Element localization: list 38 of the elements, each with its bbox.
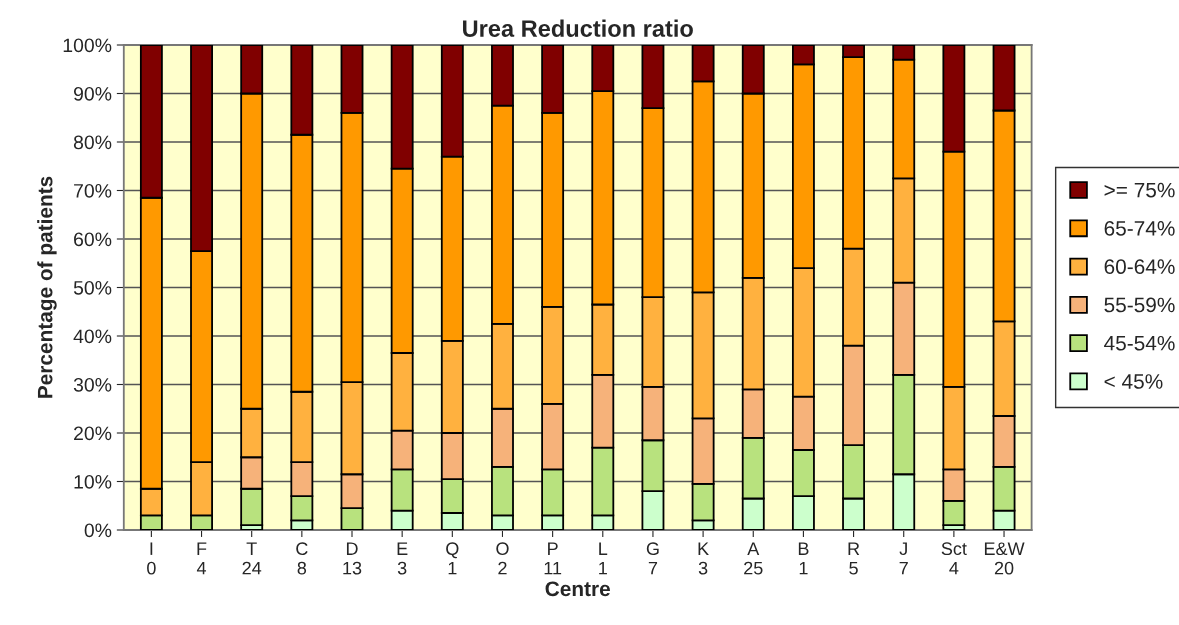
x-axis-title: Centre	[545, 581, 610, 597]
y-tick-label: 40%	[73, 329, 112, 344]
legend-label: 65-74%	[1104, 220, 1175, 236]
y-tick-label: 60%	[74, 232, 112, 247]
y-tick-label: 20%	[74, 426, 112, 441]
y-tick-label: 80%	[73, 135, 112, 150]
y-axis-title: Percentage of patients	[37, 176, 57, 398]
y-tick-label: 90%	[73, 86, 112, 101]
y-tick-label: 0%	[84, 523, 112, 538]
x-tick-label: C 8	[296, 542, 308, 575]
x-tick-label: O 2	[496, 542, 509, 575]
x-tick-label: F 4	[196, 542, 207, 575]
y-tick-label: 70%	[74, 183, 112, 198]
legend-label: 55-59%	[1104, 297, 1175, 313]
y-tick-label: 10%	[74, 474, 112, 489]
x-tick-label: Q 1	[446, 542, 459, 575]
y-tick-label: 50%	[73, 280, 112, 295]
legend-label: 45-54%	[1104, 335, 1175, 351]
x-tick-label: P 11	[544, 542, 562, 575]
x-tick-label: E&W 20	[984, 542, 1025, 575]
legend-label: 60-64%	[1104, 259, 1175, 275]
y-tick-label: 100%	[63, 38, 112, 53]
x-tick-label: D 13	[343, 542, 362, 575]
x-tick-label: T 24	[242, 542, 262, 575]
legend-label: >= 75%	[1104, 182, 1175, 198]
legend-label: < 45%	[1104, 374, 1163, 389]
y-tick-label: 30%	[73, 377, 112, 392]
x-tick-label: E 3	[397, 542, 408, 575]
x-tick-label: R 5	[848, 542, 860, 575]
x-tick-label: I 0	[147, 542, 156, 575]
x-tick-label: K 3	[698, 542, 709, 575]
x-tick-label: A 25	[744, 542, 763, 575]
x-tick-label: L 1	[599, 542, 608, 575]
x-tick-label: B 1	[798, 542, 809, 575]
x-tick-label: Sct 4	[941, 542, 967, 575]
x-tick-label: J 7	[899, 542, 908, 575]
x-tick-label: G 7	[646, 542, 659, 575]
chart-title: Urea Reduction ratio	[463, 19, 693, 37]
